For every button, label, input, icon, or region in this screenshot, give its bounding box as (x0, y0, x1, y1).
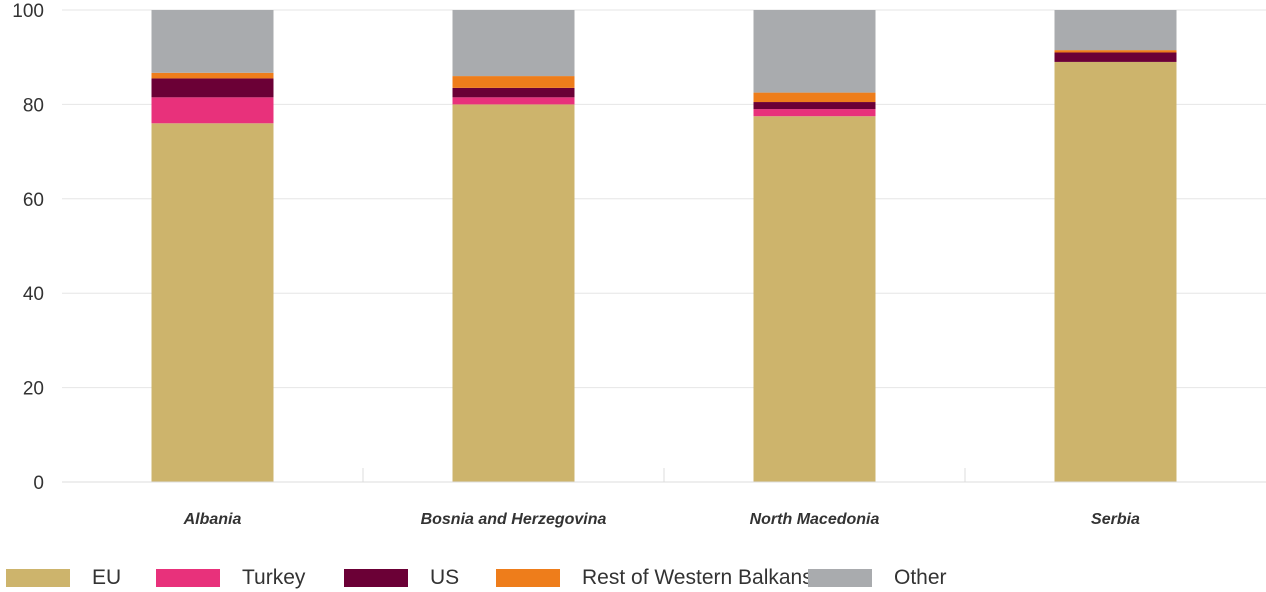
legend-label: Other (894, 566, 947, 589)
bar-segment-us (753, 102, 876, 110)
x-tick-label: Serbia (1091, 511, 1140, 528)
legend-swatch (344, 569, 408, 587)
y-tick-label: 0 (33, 473, 44, 494)
x-tick-label: Bosnia and Herzegovina (421, 511, 607, 528)
legend-label: EU (92, 566, 122, 589)
bar-segment-us (151, 78, 274, 98)
legend: EU Turkey US Rest of Western Balkans Other (0, 566, 1266, 592)
legend-item: US (344, 566, 459, 590)
bar-segment-us (452, 87, 575, 98)
legend-swatch (6, 569, 70, 587)
legend-label: US (430, 566, 460, 589)
bar-segment-other (452, 10, 575, 77)
bar-segment-eu (452, 104, 575, 483)
bar-segment-other (151, 10, 274, 73)
y-tick-label: 60 (23, 190, 44, 211)
bar-segment-other (753, 10, 876, 93)
bar-segment-eu (151, 123, 274, 482)
bar-segment-rest-of-western-balkans (151, 72, 274, 79)
y-tick-label: 80 (23, 95, 44, 116)
legend-item: Other (808, 566, 947, 590)
bar-segment-eu (753, 116, 876, 482)
legend-swatch (156, 569, 220, 587)
bar-segment-other (1054, 10, 1177, 51)
chart: 0 20 40 60 80 100 Albania Bosnia and Herzegovin… (12, 1, 1266, 528)
legend-item: Rest of Western Balkans (496, 566, 813, 590)
bar-segment-rest-of-western-balkans (753, 92, 876, 103)
legend-label: Turkey (242, 566, 306, 589)
y-tick-label: 20 (23, 379, 44, 400)
bar-segment-eu (1054, 61, 1177, 483)
bar-segment-turkey (151, 97, 274, 124)
bar-segment-us (1054, 52, 1177, 62)
legend-swatch (808, 569, 872, 587)
bar-segment-rest-of-western-balkans (1054, 50, 1177, 53)
legend-swatch (496, 569, 560, 587)
y-tick-label: 100 (12, 1, 44, 22)
y-tick-label: 40 (23, 284, 44, 305)
bar-segment-rest-of-western-balkans (452, 76, 575, 88)
bars (151, 10, 1177, 483)
x-tick-label: North Macedonia (750, 511, 880, 528)
bar-segment-turkey (753, 109, 876, 117)
axes: 0 20 40 60 80 100 Albania Bosnia and Herzegovin… (12, 1, 1266, 528)
legend-item: EU (6, 566, 121, 590)
x-tick-label: Albania (183, 511, 242, 528)
legend-item: Turkey (156, 566, 305, 590)
bar-segment-turkey (452, 97, 575, 105)
legend-label: Rest of Western Balkans (582, 566, 813, 589)
